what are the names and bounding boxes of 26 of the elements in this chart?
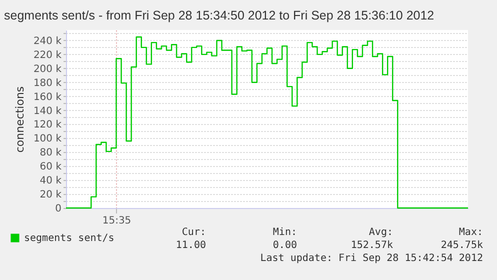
y-tick-label: 200 k — [33, 64, 62, 75]
text: Avg: — [368, 227, 393, 238]
y-tick-label: 100 k — [33, 134, 62, 145]
y-tick-label: 0 — [55, 204, 62, 214]
text: 0.00 — [272, 240, 297, 251]
x-tick-label: 15:35 — [102, 216, 132, 226]
chart-title: segments sent/s - from Fri Sep 28 15:34:50 2012 to Fri Sep 28 15:36:10 2012 — [4, 8, 434, 22]
legend-label: segments sent/s — [24, 233, 114, 244]
y-tick-label: 180 k — [33, 78, 62, 89]
y-axis-title: connections — [13, 86, 26, 153]
y-tick-label: 240 k — [33, 36, 62, 47]
text: Cur: — [182, 227, 206, 238]
text: Last update: Fri Sep 28 15:42:54 2012 — [260, 253, 483, 264]
text: Min: — [272, 227, 297, 238]
text: Max: — [458, 227, 483, 238]
y-tick-label: 140 k — [33, 106, 62, 117]
y-tick-label: 40 k — [40, 176, 62, 187]
y-tick-label: 60 k — [40, 162, 62, 173]
text: 245.75k — [440, 240, 483, 251]
text: 152.57k — [350, 240, 393, 251]
y-tick-label: 160 k — [33, 92, 62, 103]
text: 11.00 — [176, 240, 206, 251]
y-tick-label: 220 k — [33, 50, 62, 61]
y-tick-label: 80 k — [40, 148, 62, 159]
y-tick-label: 120 k — [33, 120, 62, 131]
y-tick-label: 20 k — [40, 190, 62, 201]
